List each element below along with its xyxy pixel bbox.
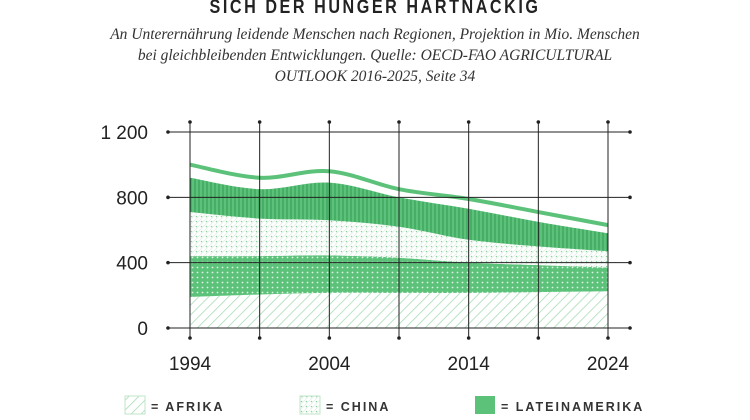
chart-title: SICH DER HUNGER HARTNÄCKIG xyxy=(209,0,541,18)
legend-swatch xyxy=(299,395,321,415)
legend-label: = AFRIKA xyxy=(151,400,225,414)
grid-dot xyxy=(536,336,541,340)
legend-item: = AFRIKA xyxy=(124,395,225,415)
x-tick-label: 2014 xyxy=(448,354,491,375)
chart-subtitle: An Unterernährung leidende Menschen nach… xyxy=(110,26,640,85)
grid-dot xyxy=(257,336,262,340)
grid-dot xyxy=(628,260,632,265)
grid-dot xyxy=(166,326,170,330)
grid-dot xyxy=(327,336,332,340)
legend-label: = LATEINAMERIKA xyxy=(501,400,644,414)
grid-dot xyxy=(606,336,610,340)
grid-dot xyxy=(536,120,541,124)
legend: = AFRIKA = CHINA = LATEINAMERIKA xyxy=(124,395,644,415)
grid-dot xyxy=(166,195,170,200)
grid-dot xyxy=(397,336,401,340)
grid-dot xyxy=(166,130,170,134)
grid-dot xyxy=(327,120,332,124)
grid-dot xyxy=(466,336,471,340)
legend-label: = CHINA xyxy=(326,400,390,414)
x-tick-label: 2024 xyxy=(587,354,630,375)
y-tick-label: 0 xyxy=(137,319,148,340)
y-tick-label: 1 200 xyxy=(100,123,148,144)
grid-dot xyxy=(166,260,170,265)
legend-item: = LATEINAMERIKA xyxy=(475,396,644,414)
grid-dot xyxy=(397,120,401,124)
grid-dot xyxy=(188,336,192,340)
y-tick-label: 800 xyxy=(116,188,148,209)
grid-dot xyxy=(628,326,632,330)
x-tick-label: 2004 xyxy=(308,354,351,375)
legend-item: = CHINA xyxy=(299,395,390,415)
legend-swatch xyxy=(124,395,146,415)
grid xyxy=(166,120,632,340)
grid-dot xyxy=(188,120,192,124)
y-tick-label: 400 xyxy=(116,254,148,275)
grid-dot xyxy=(606,120,610,124)
grid-dot xyxy=(628,195,632,200)
grid-dot xyxy=(257,120,262,124)
tick-labels: 0 400 800 1 200 1994 2004 2014 2024 xyxy=(100,123,629,375)
legend-swatch xyxy=(475,396,495,414)
x-tick-label: 1994 xyxy=(169,354,212,375)
grid-dot xyxy=(466,120,471,124)
grid-dot xyxy=(628,130,632,134)
